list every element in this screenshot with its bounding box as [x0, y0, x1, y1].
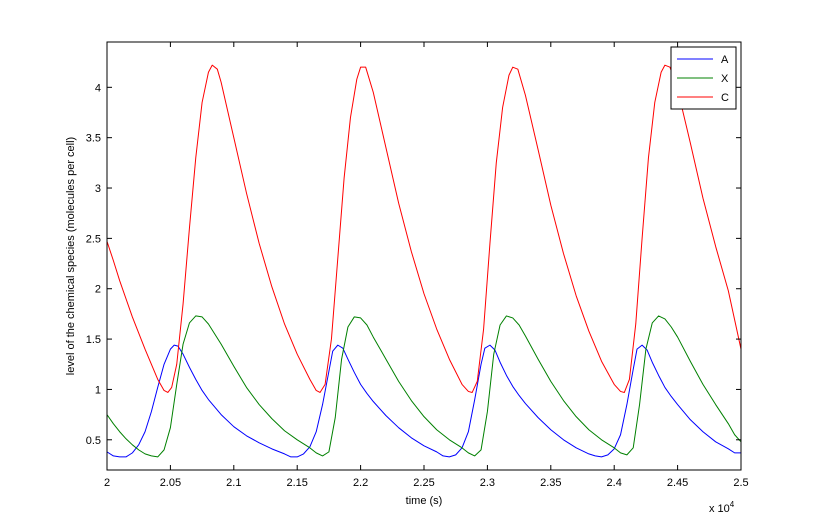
y-tick-label: 1 — [95, 384, 101, 396]
series-layer — [106, 64, 742, 458]
x-axis-multiplier: x 104 — [709, 500, 735, 515]
x-axis-multiplier-exponent: 4 — [730, 500, 735, 509]
y-tick-label: 1.5 — [86, 334, 101, 346]
x-tick-label: 2 — [104, 477, 110, 489]
series-line-c — [106, 64, 742, 393]
y-tick-label: 0.5 — [86, 435, 101, 447]
x-tick-label: 2.45 — [667, 477, 688, 489]
x-tick-label: 2.3 — [480, 477, 495, 489]
legend-label-x: X — [721, 73, 729, 85]
x-axis-multiplier-base: x 10 — [709, 503, 730, 515]
y-axis-label: level of the chemical species (molecules… — [65, 137, 77, 375]
y-tick-label: 4 — [95, 82, 101, 94]
y-axis-ticks: 0.5 1 1.5 2 2.5 3 3.5 4 — [86, 82, 741, 447]
series-line-a — [106, 344, 741, 458]
x-axis-ticks: 2 2.05 2.1 2.15 2.2 2.25 2.3 2.35 2.4 2.45 2.5 — [104, 42, 749, 489]
x-tick-label: 2.25 — [413, 477, 434, 489]
x-tick-label: 2.2 — [353, 477, 368, 489]
y-tick-label: 2 — [95, 284, 101, 296]
x-tick-label: 2.05 — [160, 477, 181, 489]
legend-label-a: A — [721, 54, 729, 66]
x-tick-label: 2.35 — [540, 477, 561, 489]
x-tick-label: 2.4 — [607, 477, 622, 489]
x-tick-label: 2.15 — [286, 477, 307, 489]
x-tick-label: 2.5 — [733, 477, 748, 489]
y-tick-label: 2.5 — [86, 233, 101, 245]
x-tick-label: 2.1 — [226, 477, 241, 489]
y-tick-label: 3.5 — [86, 133, 101, 145]
legend: AXC — [670, 46, 737, 110]
series-line-x — [106, 315, 742, 458]
x-axis-label: time (s) — [406, 495, 443, 507]
plot-area — [107, 42, 741, 470]
y-tick-label: 3 — [95, 183, 101, 195]
legend-label-c: C — [721, 92, 729, 104]
